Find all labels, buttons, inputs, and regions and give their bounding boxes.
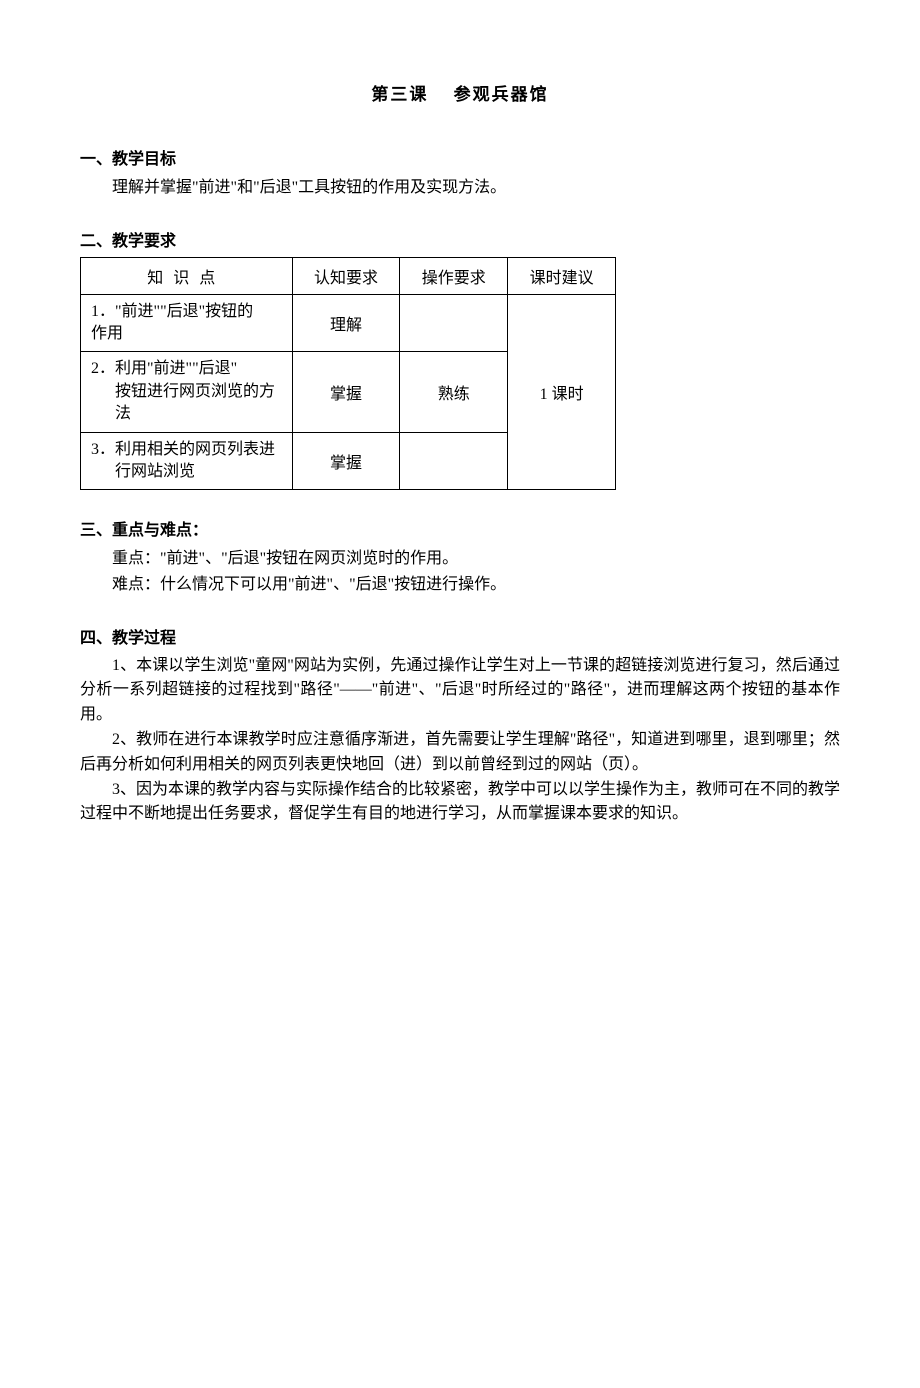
section1-body: 理解并掌握"前进"和"后退"工具按钮的作用及实现方法。 [80,175,840,201]
section4-heading: 四、教学过程 [80,624,840,648]
table-header-row: 知识点 认知要求 操作要求 课时建议 [81,257,616,294]
cell-op-2: 熟练 [400,352,508,432]
header-operation: 操作要求 [400,257,508,294]
header-cognition: 认知要求 [292,257,400,294]
cell-op-3 [400,432,508,490]
kp2-line2: 按钮进行网页浏览的方 [91,381,282,403]
cell-hours: 1 课时 [508,294,616,490]
section3-line1: 重点："前进"、"后退"按钮在网页浏览时的作用。 [80,546,840,572]
section1-heading: 一、教学目标 [80,145,840,169]
lesson-title: 第三课 参观兵器馆 [80,80,840,105]
kp3-line2: 行网站浏览 [91,461,282,483]
cell-cog-3: 掌握 [292,432,400,490]
kp2-line3: 法 [91,403,282,425]
kp1-line1: 1．"前进""后退"按钮的 [91,303,253,320]
kp2-line1: 2．利用"前进""后退" [91,360,237,377]
cell-kp-3: 3．利用相关的网页列表进 行网站浏览 [81,432,293,490]
section4-p1: 1、本课以学生浏览"童网"网站为实例，先通过操作让学生对上一节课的超链接浏览进行… [80,654,840,728]
table-row: 1．"前进""后退"按钮的 作用 理解 1 课时 [81,294,616,352]
section4-p2: 2、教师在进行本课教学时应注意循序渐进，首先需要让学生理解"路径"，知道进到哪里… [80,728,840,778]
header-hours: 课时建议 [508,257,616,294]
section3-line2: 难点：什么情况下可以用"前进"、"后退"按钮进行操作。 [80,572,840,598]
section2-heading: 二、教学要求 [80,227,840,251]
cell-op-1 [400,294,508,352]
section4-p3: 3、因为本课的教学内容与实际操作结合的比较紧密，教学中可以以学生操作为主，教师可… [80,778,840,828]
cell-cog-1: 理解 [292,294,400,352]
section3-heading: 三、重点与难点： [80,516,840,540]
kp3-line1: 3．利用相关的网页列表进 [91,441,275,458]
cell-kp-1: 1．"前进""后退"按钮的 作用 [81,294,293,352]
header-knowledge: 知识点 [81,257,293,294]
cell-cog-2: 掌握 [292,352,400,432]
requirements-table: 知识点 认知要求 操作要求 课时建议 1．"前进""后退"按钮的 作用 理解 1… [80,257,616,491]
cell-kp-2: 2．利用"前进""后退" 按钮进行网页浏览的方 法 [81,352,293,432]
kp1-line2: 作用 [91,325,123,342]
